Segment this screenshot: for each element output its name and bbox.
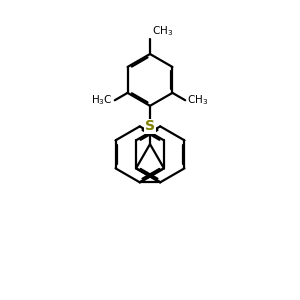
- Text: H$_3$C: H$_3$C: [91, 93, 113, 107]
- Text: S: S: [145, 119, 155, 134]
- Text: CH$_3$: CH$_3$: [152, 24, 173, 38]
- Text: CH$_3$: CH$_3$: [187, 93, 208, 107]
